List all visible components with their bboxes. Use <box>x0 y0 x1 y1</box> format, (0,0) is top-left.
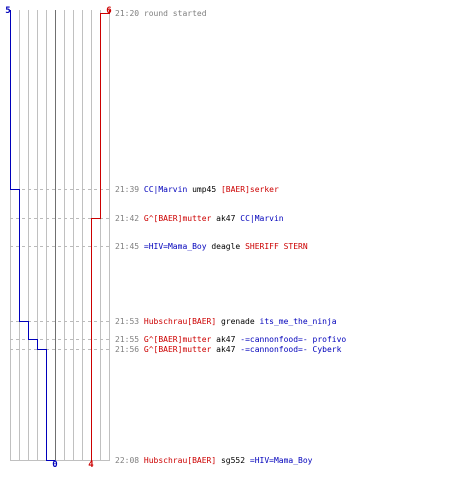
red-end-count: 4 <box>88 460 94 470</box>
event-time: 21:39 <box>115 185 144 194</box>
event-weapon: grenade <box>216 317 259 326</box>
event-row: 21:53 Hubschrau[BAER] grenade its_me_the… <box>115 317 337 326</box>
event-note: round started <box>144 9 207 18</box>
red-player-name: [BAER]serker <box>221 185 279 194</box>
blue-player-name: =HIV=Mama_Boy <box>144 242 207 251</box>
event-row: 21:45 =HIV=Mama_Boy deagle SHERIFF STERN <box>115 242 308 251</box>
event-time: 21:20 <box>115 9 144 18</box>
grid-lines <box>10 10 110 461</box>
event-time: 21:45 <box>115 242 144 251</box>
red-team-line <box>91 10 110 461</box>
event-row: 21:39 CC|Marvin ump45 [BAER]serker <box>115 185 279 194</box>
event-weapon: ump45 <box>187 185 221 194</box>
red-player-name: Hubschrau[BAER] <box>144 317 216 326</box>
blue-end-count: 0 <box>52 460 57 470</box>
blue-player-name: =HIV=Mama_Boy <box>250 456 313 465</box>
event-log: 21:20 round started 21:39 CC|Marvin ump45… <box>115 9 346 465</box>
blue-player-name: CC|Marvin <box>144 185 188 194</box>
event-row: 21:55 G^[BAER]mutter ak47 -=cannonfood=-… <box>115 335 346 344</box>
event-weapon: sg552 <box>216 456 250 465</box>
team-count-lines <box>10 10 110 461</box>
event-time: 21:55 <box>115 335 144 344</box>
event-weapon: deagle <box>207 242 246 251</box>
event-row: 22:08 Hubschrau[BAER] sg552 =HIV=Mama_Bo… <box>115 456 313 465</box>
event-weapon: ak47 <box>211 214 240 223</box>
blue-player-name: its_me_the_ninja <box>260 317 337 326</box>
blue-player-name: -=cannonfood=- Cyberk <box>240 345 341 354</box>
red-player-name: G^[BAER]mutter <box>144 214 212 223</box>
event-time: 21:42 <box>115 214 144 223</box>
red-player-name: SHERIFF STERN <box>245 242 308 251</box>
blue-start-count: 5 <box>5 6 10 16</box>
event-row: 21:56 G^[BAER]mutter ak47 -=cannonfood=-… <box>115 345 342 354</box>
event-row: 21:20 round started <box>115 9 207 18</box>
blue-team-line <box>10 10 56 461</box>
red-player-name: G^[BAER]mutter <box>144 345 212 354</box>
event-weapon: ak47 <box>211 335 240 344</box>
event-time: 21:56 <box>115 345 144 354</box>
red-start-count: 6 <box>106 6 111 16</box>
red-player-name: Hubschrau[BAER] <box>144 456 216 465</box>
event-weapon: ak47 <box>211 345 240 354</box>
blue-player-name: -=cannonfood=- profivo <box>240 335 346 344</box>
event-time: 21:53 <box>115 317 144 326</box>
event-time: 22:08 <box>115 456 144 465</box>
event-leader-lines <box>10 189 112 350</box>
event-row: 21:42 G^[BAER]mutter ak47 CC|Marvin <box>115 214 284 223</box>
team-count-labels: 5 6 0 4 <box>5 6 111 470</box>
blue-player-name: CC|Marvin <box>240 214 284 223</box>
red-player-name: G^[BAER]mutter <box>144 335 212 344</box>
